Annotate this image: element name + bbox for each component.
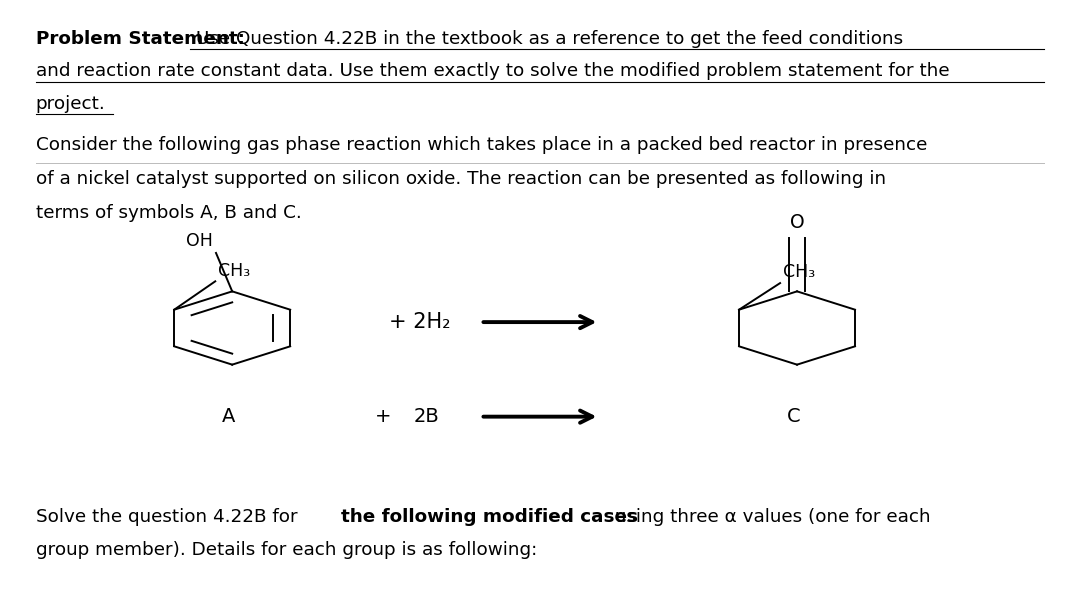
Text: Consider the following gas phase reaction which takes place in a packed bed reac: Consider the following gas phase reactio… (36, 136, 927, 154)
Text: OH: OH (186, 232, 213, 250)
Text: Use Question 4.22B in the textbook as a reference to get the feed conditions: Use Question 4.22B in the textbook as a … (190, 30, 903, 47)
Text: CH₃: CH₃ (783, 264, 815, 281)
Text: group member). Details for each group is as following:: group member). Details for each group is… (36, 541, 537, 558)
Text: the following modified cases: the following modified cases (341, 508, 638, 526)
Text: and reaction rate constant data. Use them exactly to solve the modified problem : and reaction rate constant data. Use the… (36, 62, 949, 80)
Text: A: A (222, 407, 235, 426)
Text: terms of symbols A, B and C.: terms of symbols A, B and C. (36, 204, 301, 222)
Text: O: O (789, 213, 805, 232)
Text: of a nickel catalyst supported on silicon oxide. The reaction can be presented a: of a nickel catalyst supported on silico… (36, 170, 886, 188)
Text: +: + (375, 407, 392, 426)
Text: 2B: 2B (414, 407, 440, 426)
Text: C: C (787, 407, 800, 426)
Text: project.: project. (36, 95, 106, 112)
Text: Problem Statement:: Problem Statement: (36, 30, 244, 47)
Text: CH₃: CH₃ (218, 262, 251, 280)
Text: Solve the question 4.22B for: Solve the question 4.22B for (36, 508, 303, 526)
Text: using three α values (one for each: using three α values (one for each (609, 508, 931, 526)
Text: + 2H₂: + 2H₂ (389, 312, 450, 332)
